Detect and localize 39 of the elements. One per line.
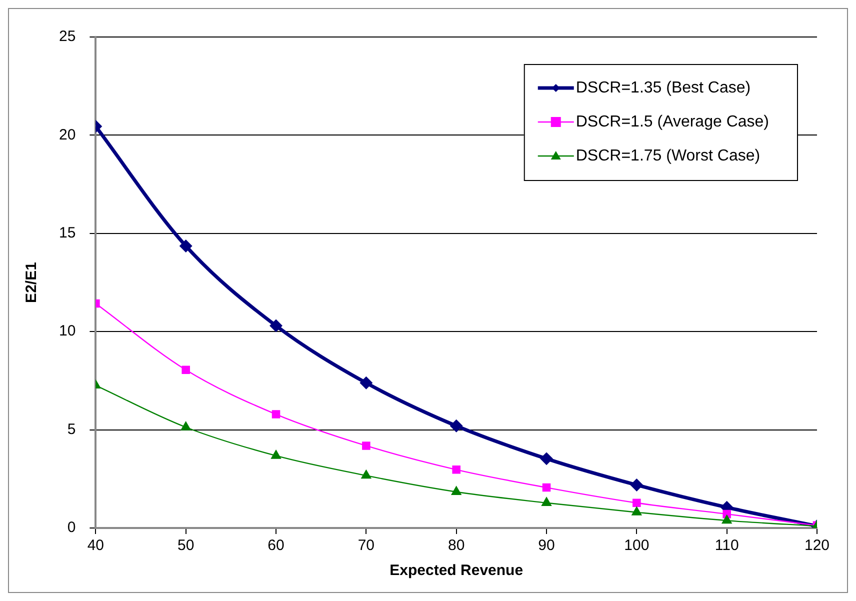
point bbox=[542, 497, 552, 506]
legend-label: DSCR=1.5 (Average Case) bbox=[576, 113, 769, 130]
legend-label: DSCR=1.35 (Best Case) bbox=[576, 79, 751, 96]
point bbox=[451, 486, 462, 495]
point bbox=[632, 498, 641, 507]
y-tick-label: 20 bbox=[58, 126, 76, 144]
point bbox=[452, 466, 460, 474]
x-tick-label: 120 bbox=[804, 537, 830, 554]
y-tick-label: 5 bbox=[67, 420, 76, 438]
x-tick-label: 50 bbox=[178, 537, 194, 554]
y-tick-label: 15 bbox=[58, 224, 76, 242]
x-tick-label: 90 bbox=[538, 537, 555, 554]
point bbox=[361, 470, 372, 479]
x-tick-label: 40 bbox=[87, 537, 104, 554]
point bbox=[722, 514, 732, 524]
point bbox=[182, 366, 190, 374]
x-tick-label: 60 bbox=[268, 537, 284, 554]
point bbox=[540, 452, 552, 464]
x-tick-label: 80 bbox=[448, 537, 465, 554]
point bbox=[270, 320, 282, 332]
point bbox=[362, 442, 370, 450]
point bbox=[180, 240, 192, 252]
x-axis-title: Expected Revenue bbox=[390, 562, 524, 580]
point bbox=[360, 377, 372, 389]
point bbox=[272, 410, 280, 418]
point bbox=[271, 450, 281, 459]
y-tick-label: 25 bbox=[58, 28, 76, 46]
point bbox=[630, 479, 642, 491]
point bbox=[180, 422, 191, 430]
x-tick-label: 70 bbox=[358, 537, 375, 554]
x-tick-label: 100 bbox=[624, 537, 650, 554]
y-tick-label: 0 bbox=[67, 519, 76, 536]
x-tick-label: 110 bbox=[714, 537, 739, 554]
point bbox=[542, 483, 551, 492]
y-axis-title: E2/E1 bbox=[23, 262, 40, 303]
y-tick-label: 10 bbox=[58, 322, 76, 340]
point bbox=[632, 506, 642, 516]
legend-label: DSCR=1.75 (Worst Case) bbox=[576, 147, 760, 164]
point bbox=[450, 420, 462, 432]
